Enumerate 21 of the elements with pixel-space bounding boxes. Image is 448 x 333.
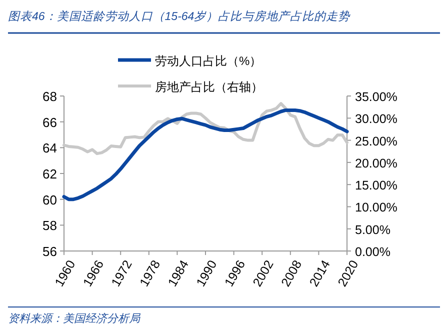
y-tick-label: 64: [42, 140, 57, 156]
line-series: [62, 108, 349, 202]
y2-tick-label: 25.00%: [355, 134, 398, 148]
y-tick-label: 68: [42, 89, 57, 104]
y-tick-label: 60: [42, 192, 57, 208]
line-series: [62, 102, 348, 156]
y2-tick-label: 5.00%: [355, 222, 390, 237]
y2-tick-label: 10.00%: [355, 200, 398, 215]
y2-tick-label: 35.00%: [355, 90, 398, 104]
y-tick-label: 66: [42, 114, 57, 130]
chart-title: 图表46：美国适龄劳动人口（15-64岁）占比与房地产占比的走势: [8, 10, 352, 23]
y-tick-label: 56: [42, 244, 57, 259]
legend-label: 劳动人口占比（%）: [155, 54, 262, 68]
legend-label: 房地产占比（右轴）: [155, 80, 263, 94]
y2-tick-label: 30.00%: [355, 112, 398, 126]
y-tick-label: 58: [42, 218, 57, 234]
y-tick-label: 62: [42, 166, 57, 182]
text: 资料来源：美国经济分析局: [8, 312, 141, 325]
y2-tick-label: 0.00%: [355, 245, 390, 259]
y2-tick-label: 20.00%: [355, 156, 398, 170]
y2-tick-label: 15.00%: [355, 178, 398, 193]
